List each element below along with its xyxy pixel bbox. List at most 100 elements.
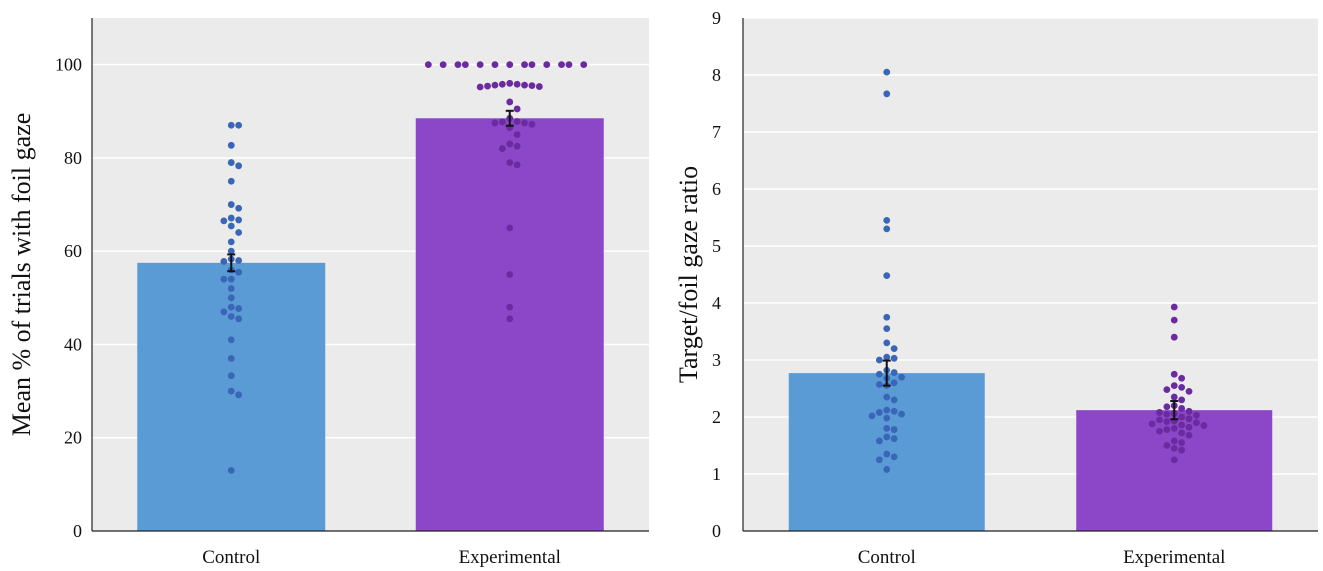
data-point-control <box>875 356 883 364</box>
data-point-experimental <box>439 61 447 69</box>
y-tick-label-4: 4 <box>712 293 721 313</box>
y-tick-label-2: 2 <box>712 407 721 427</box>
data-point-experimental <box>1170 425 1178 432</box>
data-point-control <box>227 355 235 362</box>
data-point-control <box>883 433 891 441</box>
data-point-experimental <box>506 159 514 166</box>
data-point-experimental <box>528 61 536 69</box>
data-point-experimental <box>1178 383 1186 391</box>
y-tick-label-0: 0 <box>712 521 721 541</box>
data-point-control <box>227 222 235 230</box>
x-tick-label-control: Control <box>858 547 916 568</box>
data-point-experimental <box>521 61 528 69</box>
data-point-control <box>883 466 891 473</box>
data-point-experimental <box>1170 393 1178 401</box>
y-tick-label-3: 3 <box>712 350 721 370</box>
data-point-experimental <box>1193 411 1200 419</box>
data-point-experimental <box>1170 444 1178 452</box>
data-point-control <box>235 204 243 212</box>
data-point-experimental <box>1170 382 1178 390</box>
y-tick-label-40: 40 <box>64 334 82 354</box>
data-point-experimental <box>513 105 521 113</box>
y-tick-label-5: 5 <box>712 236 721 256</box>
data-point-control <box>883 450 891 458</box>
data-point-experimental <box>1193 419 1200 427</box>
data-point-experimental <box>543 61 551 69</box>
data-point-control <box>220 217 228 225</box>
data-point-experimental <box>506 315 514 323</box>
data-point-experimental <box>498 80 506 88</box>
data-point-experimental <box>506 140 514 148</box>
data-point-experimental <box>506 271 514 278</box>
data-point-control <box>235 305 243 312</box>
left-chart-panel: 0 20 40 60 80 100 Control Experimental Mean % of… <box>7 18 649 568</box>
y-tick-label-1: 1 <box>712 464 721 484</box>
y-tick-label-9: 9 <box>712 8 721 28</box>
data-point-control <box>227 294 235 302</box>
data-point-experimental <box>558 61 565 69</box>
data-point-experimental <box>1148 420 1156 428</box>
data-point-control <box>227 214 235 222</box>
data-point-experimental <box>1178 405 1186 412</box>
data-point-control <box>898 373 905 381</box>
data-point-control <box>883 406 891 414</box>
data-point-experimental <box>1170 437 1178 445</box>
data-point-control <box>227 238 235 246</box>
data-point-control <box>875 456 883 464</box>
data-point-experimental <box>1156 416 1163 424</box>
data-point-experimental <box>1185 387 1193 395</box>
data-point-control <box>890 426 898 433</box>
y-tick-label-7: 7 <box>712 122 721 142</box>
y-tick-label-6: 6 <box>712 179 721 199</box>
data-point-control <box>883 225 891 233</box>
y-axis-title: Mean % of trials with foil gaze <box>7 113 36 436</box>
data-point-experimental <box>1178 446 1186 454</box>
data-point-control <box>235 257 243 264</box>
data-point-control <box>868 412 876 420</box>
bar-experimental <box>415 118 604 531</box>
data-point-experimental <box>1185 431 1193 439</box>
data-point-experimental <box>1170 303 1178 311</box>
y-tick-label-60: 60 <box>64 241 82 261</box>
data-point-control <box>883 425 891 432</box>
data-point-control <box>883 313 891 321</box>
y-tick-label-80: 80 <box>64 148 82 168</box>
data-point-control <box>883 414 891 422</box>
data-point-experimental <box>506 98 514 106</box>
data-point-experimental <box>506 303 514 311</box>
data-point-experimental <box>513 161 521 169</box>
data-point-experimental <box>476 61 484 69</box>
data-point-control <box>875 409 883 416</box>
data-point-experimental <box>498 145 506 152</box>
data-point-control <box>235 162 243 170</box>
data-point-control <box>883 353 891 361</box>
data-point-control <box>890 407 898 415</box>
data-point-control <box>883 216 891 224</box>
x-tick-label-experimental: Experimental <box>459 547 561 568</box>
data-point-control <box>227 159 235 166</box>
data-point-experimental <box>506 61 514 69</box>
data-point-control <box>235 121 243 129</box>
data-point-experimental <box>535 83 543 90</box>
data-point-experimental <box>513 142 521 150</box>
data-point-control <box>220 258 228 265</box>
data-point-control <box>235 216 243 224</box>
data-point-experimental <box>565 61 573 69</box>
data-point-control <box>227 275 235 283</box>
data-point-experimental <box>1163 426 1171 433</box>
y-axis-title: Target/foil gaze ratio <box>674 166 703 383</box>
data-point-experimental <box>1178 413 1186 421</box>
data-point-experimental <box>528 120 536 128</box>
data-point-experimental <box>1185 423 1193 431</box>
data-point-control <box>883 90 891 98</box>
data-point-control <box>890 369 898 376</box>
data-point-control <box>890 396 898 404</box>
data-point-control <box>227 336 235 344</box>
y-tick-label-20: 20 <box>64 428 82 448</box>
data-point-control <box>227 313 235 320</box>
data-point-experimental <box>498 118 506 126</box>
data-point-experimental <box>1170 370 1178 378</box>
data-point-control <box>227 303 235 311</box>
data-point-experimental <box>1163 418 1171 425</box>
data-point-control <box>875 437 883 445</box>
